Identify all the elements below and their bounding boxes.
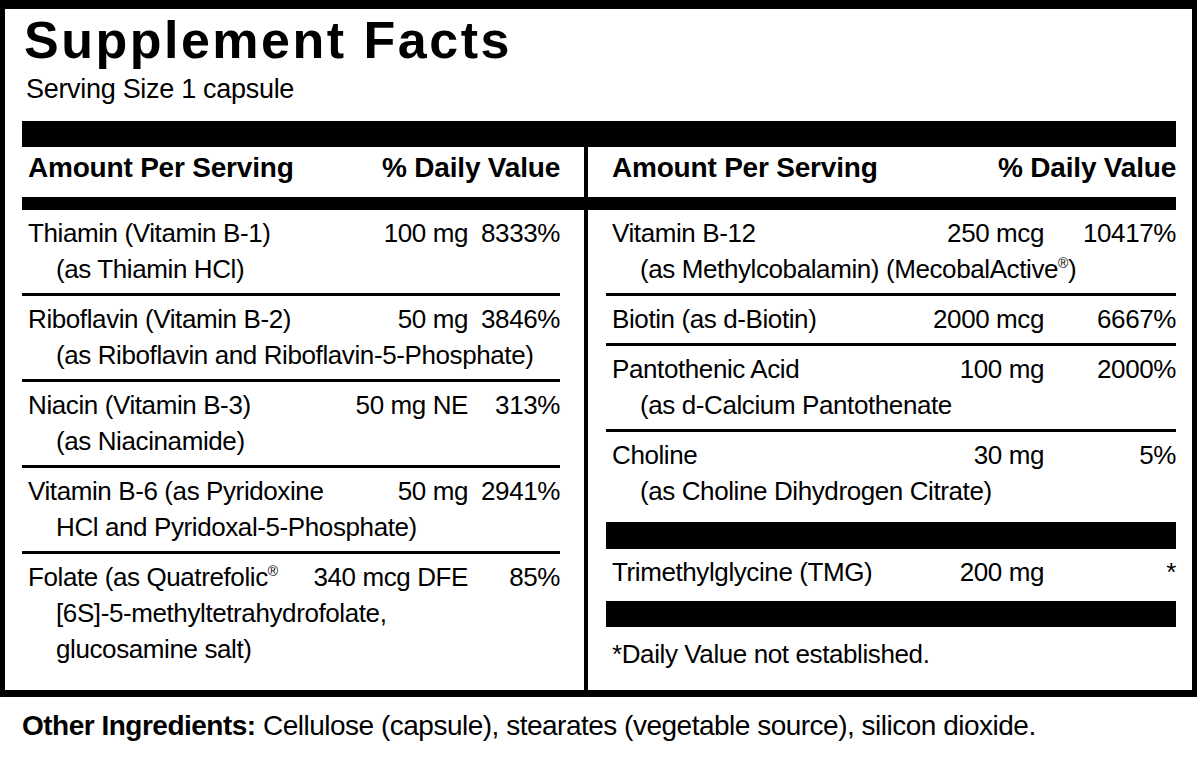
ingredient-name: Vitamin B-12 — [606, 215, 947, 251]
ingredient-row-vitamin-b6: Vitamin B-6 (as Pyridoxine 50 mg 2941% H… — [22, 468, 560, 554]
registered-trademark-icon: ® — [268, 563, 278, 579]
ingredient-row-riboflavin: Riboflavin (Vitamin B-2) 50 mg 3846% (as… — [22, 296, 560, 382]
ingredient-dv: 10417% — [1044, 215, 1176, 251]
right-column-header: Amount Per Serving % Daily Value — [606, 150, 1176, 210]
ingredient-amount: 50 mg — [398, 301, 468, 337]
registered-trademark-icon: ® — [1058, 255, 1068, 271]
ingredient-row-vitamin-b12: Vitamin B-12 250 mcg 10417% (as Methylco… — [606, 210, 1176, 296]
ingredient-sub-line: (as d-Calcium Pantothenate — [606, 387, 1176, 423]
other-ingredients: Other Ingredients: Cellulose (capsule), … — [22, 710, 1036, 742]
daily-value-header: % Daily Value — [382, 150, 560, 186]
ingredient-sub-line: (as Thiamin HCl) — [22, 251, 560, 287]
left-column-header: Amount Per Serving % Daily Value — [22, 150, 560, 210]
column-divider — [584, 147, 588, 690]
ingredient-row-niacin: Niacin (Vitamin B-3) 50 mg NE 313% (as N… — [22, 382, 560, 468]
ingredient-name: Biotin (as d-Biotin) — [606, 301, 933, 337]
ingredient-name: Vitamin B-6 (as Pyridoxine — [22, 473, 398, 509]
ingredient-dv: 3846% — [468, 301, 560, 337]
ingredient-sub-line: HCl and Pyridoxal-5-Phosphate) — [22, 509, 560, 545]
ingredient-dv: 2000% — [1044, 351, 1176, 387]
ingredient-name: Choline — [606, 437, 974, 473]
ingredient-sub-line: [6S]-5-methyltetrahydrofolate, — [22, 595, 560, 631]
amount-per-serving-header: Amount Per Serving — [22, 150, 382, 186]
ingredient-row-pantothenic-acid: Pantothenic Acid 100 mg 2000% (as d-Calc… — [606, 346, 1176, 432]
ingredient-name: Pantothenic Acid — [606, 351, 960, 387]
section-bar-top — [22, 121, 1176, 147]
ingredient-amount: 250 mcg — [947, 215, 1044, 251]
ingredient-row-thiamin: Thiamin (Vitamin B-1) 100 mg 8333% (as T… — [22, 210, 560, 296]
ingredient-sub-line: glucosamine salt) — [22, 631, 560, 667]
ingredient-name: Thiamin (Vitamin B-1) — [22, 215, 384, 251]
ingredient-amount: 200 mg — [960, 554, 1044, 590]
ingredient-name: Riboflavin (Vitamin B-2) — [22, 301, 398, 337]
ingredient-amount: 100 mg — [384, 215, 468, 251]
ingredient-dv: 85% — [468, 559, 560, 595]
ingredient-dv: 6667% — [1044, 301, 1176, 337]
right-column: Amount Per Serving % Daily Value Vitamin… — [606, 150, 1176, 672]
ingredient-dv: 313% — [468, 387, 560, 423]
left-column: Amount Per Serving % Daily Value Thiamin… — [22, 150, 560, 673]
ingredient-dv: * — [1044, 554, 1176, 590]
ingredient-row-folate: Folate (as Quatrefolic® 340 mcg DFE 85% … — [22, 554, 560, 673]
ingredient-amount: 50 mg — [398, 473, 468, 509]
section-bar-below-tmg — [606, 601, 1176, 627]
ingredient-row-biotin: Biotin (as d-Biotin) 2000 mcg 6667% — [606, 296, 1176, 346]
ingredient-name: Folate (as Quatrefolic® — [22, 559, 313, 595]
other-ingredients-label: Other Ingredients: — [22, 710, 256, 741]
ingredient-sub-line: (as Methylcobalamin) (MecobalActive®) — [606, 251, 1176, 287]
section-bar-above-tmg — [606, 522, 1176, 549]
page-title: Supplement Facts — [24, 10, 512, 70]
ingredient-amount: 50 mg NE — [356, 387, 468, 423]
daily-value-footnote: *Daily Value not established. — [606, 627, 1176, 672]
ingredient-dv: 8333% — [468, 215, 560, 251]
ingredient-amount: 30 mg — [974, 437, 1044, 473]
ingredient-amount: 340 mcg DFE — [313, 559, 468, 595]
ingredient-name: Trimethylglycine (TMG) — [606, 554, 960, 590]
supplement-facts-label: Supplement Facts Serving Size 1 capsule … — [0, 0, 1200, 774]
ingredient-row-trimethylglycine: Trimethylglycine (TMG) 200 mg * — [606, 549, 1176, 596]
ingredient-dv: 5% — [1044, 437, 1176, 473]
ingredient-sub-line: (as Riboflavin and Riboflavin-5-Phosphat… — [22, 337, 560, 373]
daily-value-header: % Daily Value — [998, 150, 1176, 186]
ingredient-row-choline: Choline 30 mg 5% (as Choline Dihydrogen … — [606, 432, 1176, 515]
ingredient-amount: 2000 mcg — [933, 301, 1044, 337]
ingredient-amount: 100 mg — [960, 351, 1044, 387]
serving-size: Serving Size 1 capsule — [26, 74, 294, 105]
ingredient-sub-line: (as Choline Dihydrogen Citrate) — [606, 473, 1176, 509]
ingredient-sub-line: (as Niacinamide) — [22, 423, 560, 459]
other-ingredients-text: Cellulose (capsule), stearates (vegetabl… — [256, 710, 1036, 741]
ingredient-name: Niacin (Vitamin B-3) — [22, 387, 356, 423]
ingredient-dv: 2941% — [468, 473, 560, 509]
amount-per-serving-header: Amount Per Serving — [606, 150, 998, 186]
